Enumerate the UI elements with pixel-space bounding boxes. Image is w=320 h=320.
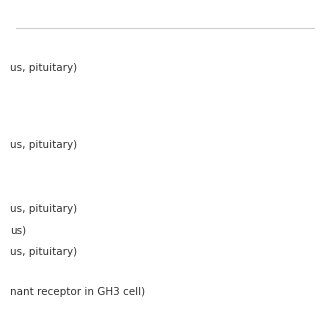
Text: nant receptor in GH3 cell): nant receptor in GH3 cell) [10, 287, 145, 297]
Text: us, pituitary): us, pituitary) [10, 204, 77, 214]
Text: us, pituitary): us, pituitary) [10, 63, 77, 73]
Text: us): us) [10, 226, 26, 236]
Text: us, pituitary): us, pituitary) [10, 140, 77, 150]
Text: us, pituitary): us, pituitary) [10, 247, 77, 257]
